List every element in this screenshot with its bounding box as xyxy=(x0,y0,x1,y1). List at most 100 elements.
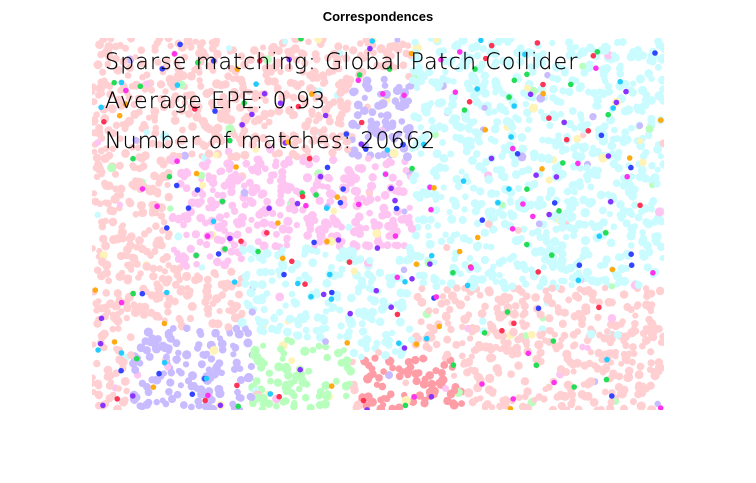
match-point xyxy=(366,190,373,198)
match-point xyxy=(630,350,638,357)
match-point xyxy=(171,110,178,117)
match-point xyxy=(580,208,590,218)
match-point xyxy=(477,309,487,318)
match-point xyxy=(654,38,663,46)
outlier-match-point xyxy=(123,87,129,94)
match-point xyxy=(476,292,484,299)
match-point xyxy=(368,108,377,117)
match-point xyxy=(615,372,623,381)
match-point xyxy=(400,266,408,274)
match-point xyxy=(631,201,639,209)
match-point xyxy=(508,282,517,291)
match-point xyxy=(353,111,362,120)
match-point xyxy=(231,313,241,323)
match-point xyxy=(336,271,344,279)
match-point xyxy=(290,402,298,410)
match-point xyxy=(354,123,361,130)
match-point xyxy=(507,370,515,379)
outlier-match-point xyxy=(308,293,314,300)
match-point xyxy=(361,94,368,101)
match-point xyxy=(648,200,656,208)
match-point xyxy=(218,339,227,349)
match-point xyxy=(216,308,223,315)
match-point xyxy=(142,262,152,271)
match-point xyxy=(381,351,390,360)
match-point xyxy=(635,74,645,84)
match-point xyxy=(92,341,97,348)
match-point xyxy=(269,209,277,217)
match-point xyxy=(654,166,661,173)
match-point xyxy=(151,248,159,255)
outlier-match-point xyxy=(367,45,373,52)
match-point xyxy=(632,312,639,319)
outlier-match-point xyxy=(560,160,566,166)
match-point xyxy=(141,86,149,93)
match-point xyxy=(231,241,239,249)
match-point xyxy=(279,262,288,271)
match-point xyxy=(480,88,490,98)
match-point xyxy=(529,68,537,76)
match-point xyxy=(412,191,421,199)
match-point xyxy=(357,338,366,347)
match-point xyxy=(468,398,477,407)
match-point xyxy=(375,374,383,382)
match-point xyxy=(398,118,405,125)
outlier-match-point xyxy=(452,89,459,95)
match-point xyxy=(425,239,435,249)
match-point xyxy=(246,88,252,95)
match-point xyxy=(650,370,660,381)
match-point xyxy=(226,180,235,190)
outlier-match-point xyxy=(150,384,157,391)
match-point xyxy=(162,253,171,262)
match-point xyxy=(340,174,349,183)
match-point xyxy=(216,136,226,145)
match-point xyxy=(286,159,293,166)
match-point xyxy=(254,359,261,366)
match-point xyxy=(167,369,175,377)
match-point xyxy=(585,359,594,368)
match-point xyxy=(303,231,312,240)
match-point xyxy=(239,92,246,99)
outlier-match-point xyxy=(504,309,511,315)
match-point xyxy=(119,57,128,66)
outlier-match-point xyxy=(358,141,365,147)
match-point xyxy=(645,248,654,256)
match-point xyxy=(369,370,377,378)
match-point xyxy=(616,69,624,78)
match-point xyxy=(515,394,523,401)
match-point xyxy=(565,38,574,47)
match-point xyxy=(358,353,365,361)
match-point xyxy=(469,274,478,283)
match-point xyxy=(257,191,265,199)
match-point xyxy=(537,357,545,366)
match-point xyxy=(138,244,147,253)
match-point xyxy=(320,126,328,134)
match-point xyxy=(350,256,360,266)
match-point xyxy=(154,58,162,66)
match-point xyxy=(644,69,653,78)
match-point xyxy=(293,81,302,91)
match-point xyxy=(231,365,239,373)
match-point xyxy=(378,211,387,220)
match-point xyxy=(540,395,548,403)
match-point xyxy=(403,152,412,162)
outlier-match-point xyxy=(256,58,263,64)
match-point xyxy=(349,87,358,97)
match-point xyxy=(524,165,533,174)
match-point xyxy=(578,115,585,123)
match-point xyxy=(512,236,522,245)
match-point xyxy=(549,74,556,82)
match-point xyxy=(270,314,279,323)
outlier-match-point xyxy=(533,172,539,178)
outlier-match-point xyxy=(267,391,274,397)
match-point xyxy=(529,49,536,57)
outlier-match-point xyxy=(431,185,437,191)
match-point xyxy=(448,100,457,109)
match-point xyxy=(290,93,298,102)
match-point xyxy=(418,285,426,293)
match-point xyxy=(449,263,458,272)
match-point xyxy=(344,138,352,145)
match-point xyxy=(302,310,309,317)
match-point xyxy=(100,154,110,163)
match-point xyxy=(388,119,397,127)
